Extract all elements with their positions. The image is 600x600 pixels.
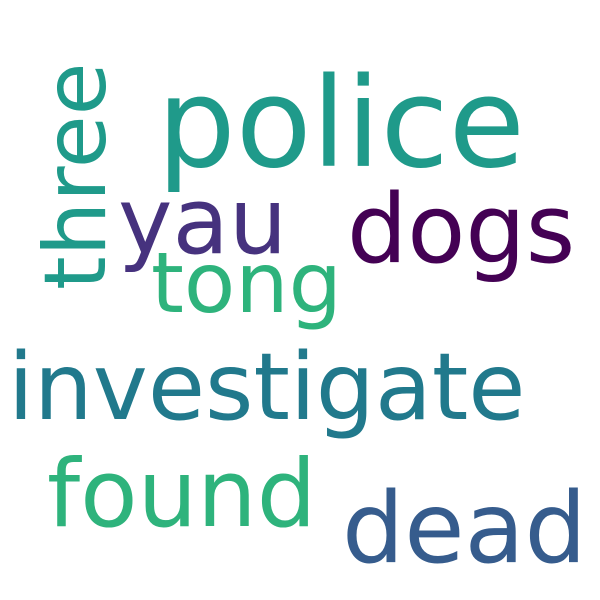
word-dogs: dogs — [347, 175, 576, 285]
word-three: three — [26, 62, 126, 290]
word-investigate: investigate — [8, 333, 526, 441]
word-police: police — [157, 52, 525, 196]
word-found: found — [47, 440, 317, 549]
word-dead: dead — [342, 472, 587, 586]
word-yau: yau — [118, 168, 288, 275]
word-tong: tong — [151, 234, 342, 332]
